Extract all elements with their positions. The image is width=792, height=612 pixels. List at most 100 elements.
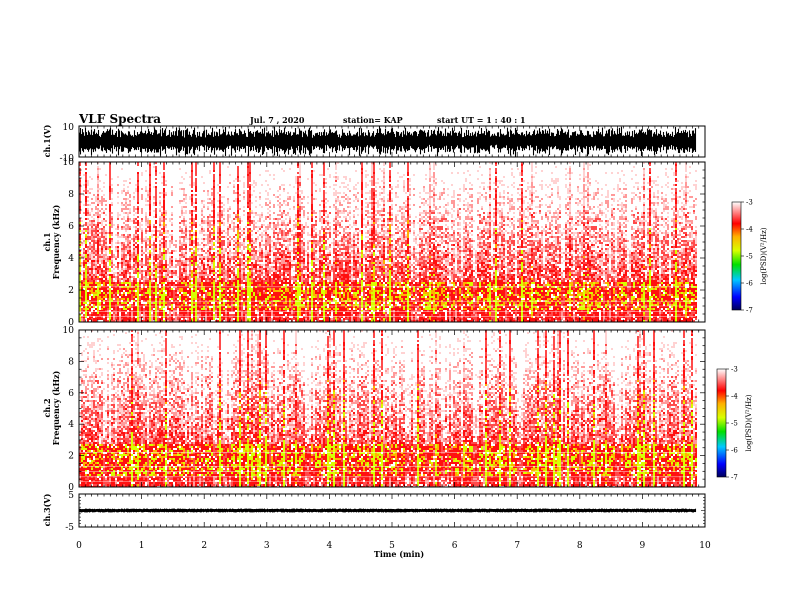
ch1-spec-cell [259,196,261,198]
ch1-spec-cell [191,254,193,256]
ch1-spec-cell [189,234,191,236]
ch1-spec-cell [195,190,197,192]
ch1-spec-cell [155,210,157,212]
ch1-spec-cell [247,256,249,258]
ch1-spec-cell [211,262,213,264]
ch1-spec-cell [105,262,107,264]
ch1-spec-cell [155,280,157,282]
ch1-spec-cell [163,314,165,316]
ch1-spec-cell [213,264,215,266]
ch1-spec-cell [169,288,171,290]
ch1-spec-cell [189,250,191,252]
ch1-spec-cell [193,298,195,300]
ch1-spec-cell [181,308,183,310]
ch1-spec-cell [123,302,125,304]
ch1-spec-cell [163,306,165,308]
ch1-spec-cell [109,230,111,232]
ch1-spec-cell [131,280,133,282]
ch1-spec-cell [213,228,215,230]
ch1-spec-cell [159,302,161,304]
ch1-spec-cell [181,262,183,264]
ch1-spec-cell [147,230,149,232]
ch1-spec-cell [129,260,131,262]
ch1-spec-cell [129,200,131,202]
ch1-spec-cell [89,308,91,310]
ch1-spec-cell [227,304,229,306]
ch1-spec-cell [131,312,133,314]
ch1-spec-cell [135,266,137,268]
ch1-spec-cell [149,242,151,244]
ch1-spec-cell [97,218,99,220]
ch1-spec-cell [79,304,81,306]
ch1-spec-cell [183,248,185,250]
ch1-spec-cell [159,264,161,266]
ch1-spec-cell [215,278,217,280]
ch1-spec-cell [115,272,117,274]
ch1-spec-cell [125,266,127,268]
ch1-spec-cell [147,260,149,262]
ch1-spec-cell [201,238,203,240]
ch1-spec-cell [185,290,187,292]
ch1-spec-cell [93,256,95,258]
ch1-spec-cell [207,198,209,200]
ch1-spec-cell [219,190,221,192]
ch1-spec-cell [237,246,239,248]
ch1-spec-cell [237,298,239,300]
ch1-spec-cell [209,310,211,312]
ch1-spec-cell [237,196,239,198]
ch1-spec-cell [187,264,189,266]
ch1-spec-cell [101,254,103,256]
ch1-spec-cell [213,190,215,192]
ch1-spec-cell [95,298,97,300]
ch1-spec-cell [133,308,135,310]
ch1-spec-cell [225,320,227,322]
ch1-spec-cell [255,272,257,274]
ch1-spec-cell [247,174,249,176]
ch1-spec-cell [111,306,113,308]
ch1-spec-cell [219,284,221,286]
ch1-spec-cell [79,164,81,166]
ch1-spec-cell [131,306,133,308]
ch1-spec-cell [139,288,141,290]
ch1-spec-cell [105,204,107,206]
ch1-spec-cell [209,220,211,222]
ch1-spec-cell [223,282,225,284]
ch1-spec-cell [93,260,95,262]
ch1-spec-cell [255,296,257,298]
ch1-spec-cell [137,208,139,210]
ch1-spec-cell [101,274,103,276]
ch1-spec-cell [89,224,91,226]
ch1-spec-cell [177,282,179,284]
ch1-spec-cell [111,184,113,186]
ch1-spec-cell [83,316,85,318]
ch1-spec-cell [217,214,219,216]
ch1-spec-cell [147,272,149,274]
ch1-spec-cell [233,314,235,316]
ch1-spec-cell [169,220,171,222]
ch1-spec-cell [223,256,225,258]
ch1-spec-cell [223,264,225,266]
ch1-spec-cell [109,190,111,192]
ch1-spec-cell [187,274,189,276]
ch1-spec-cell [227,240,229,242]
ch1-spec-cell [145,250,147,252]
ch1-spec-cell [101,224,103,226]
ch1-spec-cell [249,168,251,170]
ch1-spec-cell [125,228,127,230]
ch1-spec-cell [89,310,91,312]
ch1-spec-cell [205,292,207,294]
ch1-spec-cell [247,166,249,168]
date-label: Jul. 7 , 2020 [249,115,305,125]
ch1-spec-cell [147,292,149,294]
ch1-spec-cell [199,290,201,292]
ch1-spec-cell [159,230,161,232]
ch1-spec-cell [191,164,193,166]
ch1-spec-cell [135,234,137,236]
ch1-spec-cell [111,290,113,292]
ch1-spec-cell [249,244,251,246]
ch1-spec-cell [181,256,183,258]
ch1-spec-cell [125,202,127,204]
ch1-spec-cell [169,276,171,278]
ch1-spec-cell [135,260,137,262]
ch1-spec-cell [183,194,185,196]
